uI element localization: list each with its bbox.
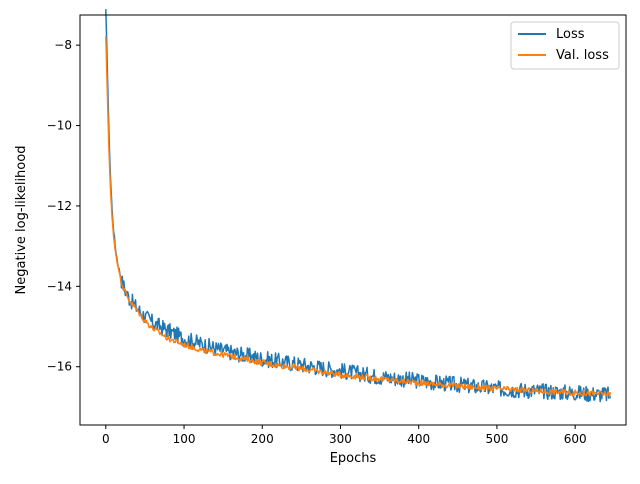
y-tick-label: −10 bbox=[47, 119, 72, 133]
x-tick-label: 400 bbox=[407, 432, 430, 446]
x-axis: 0 100 200 300 400 500 600 bbox=[102, 425, 587, 446]
x-tick-label: 0 bbox=[102, 432, 110, 446]
legend: Loss Val. loss bbox=[510, 21, 620, 70]
plot-frame bbox=[79, 14, 627, 426]
series-layer bbox=[105, 9, 612, 403]
y-tick-label: −14 bbox=[47, 279, 72, 293]
y-tick-label: −16 bbox=[47, 360, 72, 374]
x-tick-label: 100 bbox=[173, 432, 196, 446]
x-tick-label: 600 bbox=[564, 432, 587, 446]
y-axis-label: Negative log-likelihood bbox=[14, 146, 29, 295]
series-line-val-loss bbox=[105, 36, 612, 398]
legend-label-loss: Loss bbox=[556, 27, 585, 42]
plot-area bbox=[80, 15, 626, 425]
x-axis-label: Epochs bbox=[330, 451, 377, 466]
x-tick-label: 500 bbox=[485, 432, 508, 446]
x-tick-label: 300 bbox=[329, 432, 352, 446]
y-tick-label: −12 bbox=[47, 199, 72, 213]
y-axis: −8 −10 −12 −14 −16 bbox=[47, 38, 80, 374]
y-tick-label: −8 bbox=[54, 38, 72, 52]
x-tick-label: 200 bbox=[251, 432, 274, 446]
legend-label-val-loss: Val. loss bbox=[556, 48, 609, 63]
